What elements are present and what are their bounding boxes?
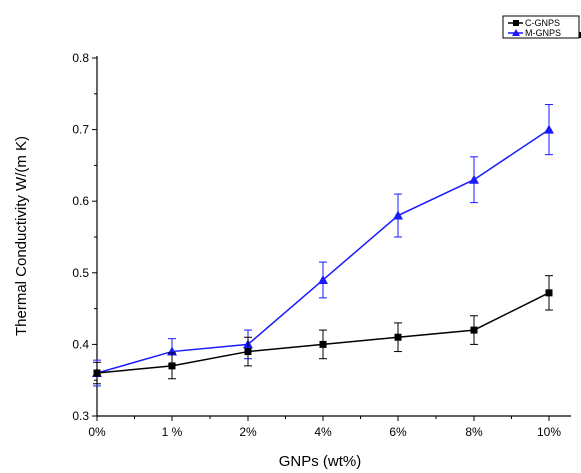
data-point-m-gnps [318, 274, 328, 284]
axes [96, 56, 571, 417]
legend-label-c-gnps: C-GNPS [525, 18, 560, 28]
y-tick-label: 0.4 [72, 337, 89, 351]
data-point-c-gnps [168, 362, 176, 370]
data-point-c-gnps [545, 289, 553, 297]
y-tick-label: 0.5 [72, 266, 89, 280]
y-axis-ticks: 0.3 0.4 0.5 0.6 0.7 0.8 [72, 51, 97, 423]
y-tick-label: 0.3 [72, 409, 89, 423]
legend: C-GNPS M-GNPS [502, 15, 581, 39]
y-tick-label: 0.7 [72, 123, 89, 137]
data-point-m-gnps [393, 210, 403, 220]
data-point-c-gnps [470, 326, 478, 334]
y-axis-title: Thermal Conductivity W/(m K) [13, 136, 30, 336]
x-tick-label: 10% [537, 425, 561, 439]
data-point-c-gnps [93, 369, 101, 377]
x-tick-label: 2% [239, 425, 257, 439]
y-tick-label: 0.6 [72, 194, 89, 208]
data-series [92, 104, 554, 387]
legend-marker-m-gnps [512, 29, 520, 36]
x-axis-ticks: 0% 1 % 2% 4% 6% 8% 10% [88, 416, 561, 439]
data-point-c-gnps [394, 333, 402, 341]
x-tick-label: 0% [88, 425, 106, 439]
data-point-c-gnps [244, 348, 252, 356]
x-tick-label: 1 % [162, 425, 183, 439]
data-point-m-gnps [469, 174, 479, 184]
x-axis-title: GNPs (wt%) [279, 453, 362, 470]
data-point-m-gnps [544, 124, 554, 134]
legend-marker-c-gnps [513, 20, 519, 26]
legend-label-m-gnps: M-GNPS [525, 28, 561, 38]
x-tick-label: 8% [465, 425, 483, 439]
x-tick-label: 6% [389, 425, 407, 439]
y-tick-label: 0.8 [72, 51, 89, 65]
data-point-c-gnps [319, 340, 327, 348]
x-tick-label: 4% [314, 425, 332, 439]
series-c-gnps [93, 275, 553, 385]
